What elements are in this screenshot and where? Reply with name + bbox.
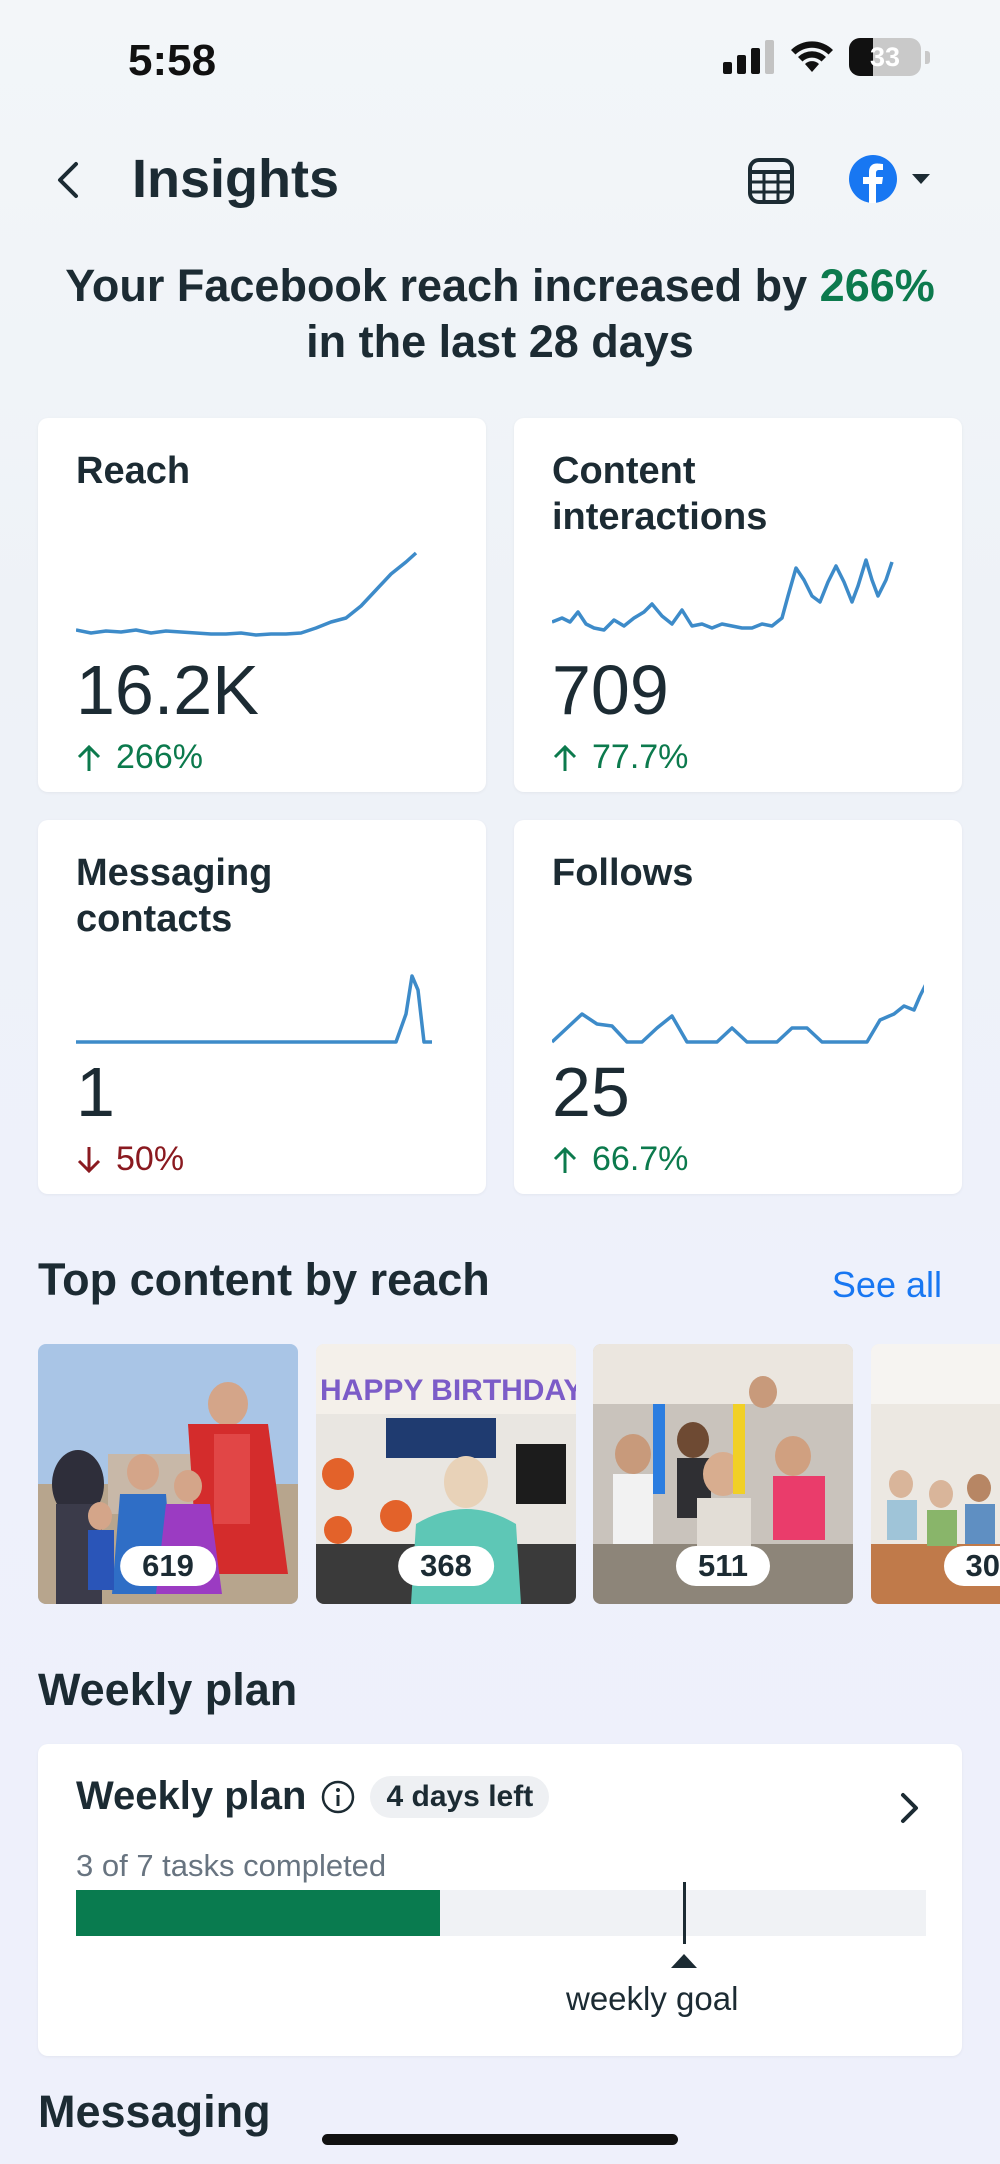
- platform-switcher[interactable]: [848, 154, 932, 204]
- metric-value: 709: [552, 651, 669, 729]
- battery-level: 33: [869, 41, 901, 72]
- reach-count: 368: [398, 1546, 494, 1586]
- top-content-thumbnail[interactable]: 511: [593, 1344, 853, 1604]
- svg-text:HAPPY BIRTHDAY: HAPPY BIRTHDAY: [320, 1374, 576, 1407]
- weekly-progress-fill: [76, 1890, 441, 1936]
- metric-title: Reach: [76, 450, 191, 492]
- weekly-goal-marker: [683, 1882, 686, 1944]
- status-time: 5:58: [128, 36, 217, 85]
- back-button[interactable]: [48, 152, 88, 208]
- arrow-up-icon: [553, 1146, 577, 1173]
- headline-highlight: 266%: [819, 260, 935, 311]
- metric-value: 25: [552, 1053, 630, 1131]
- export-table-button[interactable]: [746, 156, 796, 206]
- battery-icon: 33: [849, 38, 921, 76]
- metric-change: 66.7%: [552, 1140, 688, 1179]
- sparkline-reach: [76, 551, 418, 637]
- chevron-right-icon[interactable]: [898, 1790, 922, 1826]
- weekly-progress-bar: [76, 1890, 926, 1936]
- arrow-up-icon: [77, 744, 101, 771]
- arrow-down-icon: [77, 1146, 101, 1173]
- metric-title: Follows: [552, 852, 694, 894]
- see-all-link[interactable]: See all: [831, 1264, 942, 1305]
- reach-count: 511: [675, 1546, 771, 1586]
- metric-card-follows[interactable]: Follows 25 66.7%: [514, 820, 962, 1194]
- top-content-thumbnail[interactable]: 30: [871, 1344, 1000, 1604]
- metric-title: Content interactions: [552, 450, 768, 538]
- sparkline-follows: [552, 984, 924, 1044]
- metric-value: 1: [76, 1053, 115, 1131]
- sparkline-messaging-contacts: [76, 974, 432, 1044]
- metric-change: 50%: [76, 1140, 184, 1179]
- sparkline-content-interactions: [552, 558, 894, 632]
- metric-value: 16.2K: [76, 651, 259, 729]
- chevron-left-icon: [58, 162, 78, 198]
- weekly-plan-section-title: Weekly plan: [38, 1664, 298, 1715]
- goal-arrow-icon: [671, 1954, 697, 1968]
- days-left-badge: 4 days left: [370, 1775, 550, 1818]
- metric-change: 266%: [76, 738, 203, 777]
- metric-card-reach[interactable]: Reach 16.2K 266%: [38, 418, 486, 792]
- metric-change: 77.7%: [552, 738, 688, 777]
- home-indicator: [322, 2134, 678, 2145]
- reach-count: 30: [943, 1546, 1000, 1586]
- top-content-thumbnail[interactable]: 619: [38, 1344, 298, 1604]
- metric-card-messaging-contacts[interactable]: Messaging contacts 1 50%: [38, 820, 486, 1194]
- top-content-thumbnail[interactable]: HAPPY BIRTHDAY 368: [316, 1344, 576, 1604]
- messaging-section-title: Messaging: [38, 2086, 271, 2137]
- info-icon[interactable]: [320, 1779, 356, 1815]
- status-icons: 33: [723, 38, 930, 76]
- cellular-signal-icon: [723, 40, 774, 74]
- weekly-plan-card[interactable]: Weekly plan 4 days left 3 of 7 tasks com…: [38, 1744, 962, 2056]
- weekly-plan-header: Weekly plan 4 days left: [76, 1774, 550, 1819]
- page-title: Insights: [132, 149, 340, 209]
- weekly-plan-title: Weekly plan: [76, 1774, 307, 1818]
- arrow-up-icon: [553, 744, 577, 771]
- top-content-title: Top content by reach: [38, 1254, 490, 1305]
- weekly-goal-label: weekly goal: [566, 1980, 739, 2017]
- table-icon: [748, 158, 794, 204]
- metric-card-content-interactions[interactable]: Content interactions 709 77.7%: [514, 418, 962, 792]
- tasks-completed-text: 3 of 7 tasks completed: [76, 1848, 387, 1883]
- metric-title: Messaging contacts: [76, 852, 273, 940]
- wifi-icon: [791, 41, 833, 72]
- reach-count: 619: [120, 1546, 216, 1586]
- caret-down-icon: [912, 174, 930, 184]
- reach-headline: Your Facebook reach increased by 266% in…: [65, 260, 935, 367]
- facebook-logo-icon: [849, 155, 897, 203]
